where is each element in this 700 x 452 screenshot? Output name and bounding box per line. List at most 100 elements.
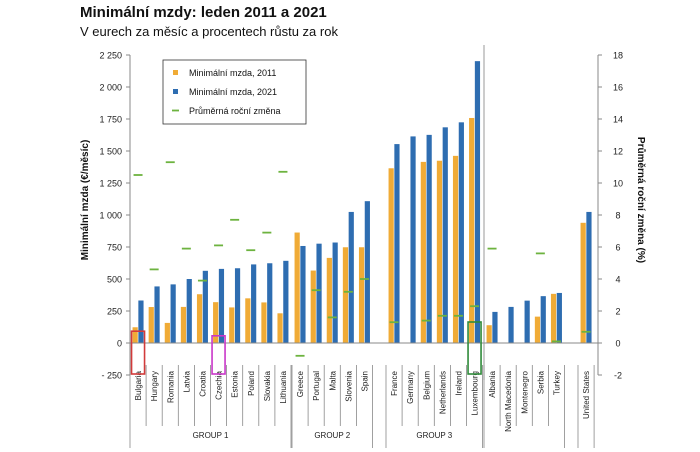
y-right-tick-label: 8 — [615, 211, 620, 221]
bar-2021 — [332, 242, 338, 343]
bar-2011 — [229, 307, 235, 343]
category-label: North Macedonia — [504, 370, 513, 431]
category-label: Malta — [328, 370, 337, 390]
bar-2021 — [492, 311, 498, 343]
bar-2021 — [586, 211, 592, 343]
legend-label: Průměrná roční změna — [189, 106, 281, 116]
chart-subtitle: V eurech za měsíc a procentech růstu za … — [80, 24, 338, 39]
category-label: Hungary — [150, 371, 159, 401]
y-left-tick-label: 2 250 — [99, 51, 122, 61]
category-label: Luxembourg — [471, 371, 480, 415]
category-label: United States — [582, 371, 591, 419]
y-right-tick-label: 12 — [613, 147, 623, 157]
category-label: Lithuania — [279, 370, 288, 403]
highlight-box — [211, 334, 226, 375]
y-right-axis-title: Průměrná roční změna (%) — [635, 137, 647, 263]
y-right-tick-label: -2 — [614, 371, 622, 381]
y-right-tick-label: 14 — [613, 115, 623, 125]
bar-2011 — [550, 293, 557, 343]
y-left-tick-label: 750 — [107, 243, 122, 253]
group-label: GROUP 1 — [193, 431, 229, 440]
bar-2021 — [234, 268, 241, 343]
bar-2021 — [426, 134, 432, 343]
bar-2021 — [458, 122, 464, 343]
category-label: Poland — [247, 371, 256, 396]
y-right-tick-label: 18 — [613, 51, 623, 61]
bar-2011 — [534, 316, 541, 343]
bar-2021 — [283, 260, 289, 343]
category-label: Romania — [166, 370, 175, 403]
bar-2011 — [213, 302, 219, 343]
y-left-tick-label: 2 000 — [99, 83, 122, 93]
bar-2011 — [420, 161, 426, 343]
legend-label: Minimální mzda, 2011 — [189, 68, 276, 78]
chart-title: Minimální mzdy: leden 2011 a 2021 — [80, 4, 327, 21]
bar-2011 — [310, 270, 316, 343]
category-label: Ireland — [454, 371, 463, 395]
group-label: GROUP 2 — [314, 431, 350, 440]
highlight-box — [130, 330, 146, 375]
bar-2021 — [300, 245, 306, 343]
bar-2011 — [294, 232, 300, 343]
y-left-tick-label: 0 — [117, 339, 122, 349]
y-left-tick-label: 500 — [107, 275, 122, 285]
category-label: France — [390, 370, 399, 395]
y-right-tick-label: 6 — [615, 243, 620, 253]
category-label: Greece — [296, 370, 305, 397]
bar-2021 — [348, 211, 354, 343]
bar-2021 — [442, 127, 448, 343]
bar-2021 — [394, 144, 400, 343]
bar-2021 — [474, 61, 481, 343]
bar-2011 — [164, 322, 170, 343]
bar-2021 — [267, 263, 273, 343]
category-label: Latvia — [182, 370, 191, 392]
category-label: Croatia — [198, 370, 207, 396]
group-label: GROUP 3 — [416, 431, 452, 440]
category-label: Germany — [406, 371, 415, 404]
legend-swatch — [173, 89, 178, 94]
bar-2011 — [277, 313, 283, 343]
y-left-tick-label: 1 250 — [99, 179, 122, 189]
y-left-tick-label: 1 500 — [99, 147, 122, 157]
category-label: Turkey — [552, 371, 561, 395]
category-label: Albania — [488, 370, 497, 397]
bar-2011 — [388, 168, 394, 343]
bar-2011 — [132, 327, 138, 343]
bar-2021 — [524, 300, 530, 343]
bar-2011 — [245, 298, 251, 343]
y-left-tick-label: 1 000 — [99, 211, 122, 221]
bar-2011 — [469, 117, 475, 343]
bar-2011 — [358, 247, 365, 343]
legend-label: Minimální mzda, 2021 — [189, 87, 277, 97]
category-label: Montenegro — [520, 370, 529, 413]
bar-2011 — [342, 247, 349, 343]
y-left-tick-label: - 250 — [101, 371, 122, 381]
legend-swatch — [173, 70, 178, 75]
bar-2021 — [251, 264, 257, 343]
legend-box — [162, 59, 307, 125]
category-label: Serbia — [536, 370, 545, 394]
y-right-tick-label: 4 — [615, 275, 620, 285]
bar-2011 — [580, 222, 586, 343]
category-label: Slovakia — [263, 370, 272, 401]
highlight-box — [467, 321, 482, 375]
bar-2021 — [364, 201, 370, 343]
category-label: Netherlands — [438, 371, 447, 414]
bar-2021 — [218, 268, 225, 343]
y-right-tick-label: 10 — [613, 179, 623, 189]
y-right-tick-label: 2 — [615, 307, 620, 317]
bar-2021 — [202, 270, 208, 343]
y-left-tick-label: 250 — [107, 307, 122, 317]
y-left-axis-title: Minimální mzda (€/měsíc) — [80, 140, 91, 261]
category-label: Portugal — [312, 371, 321, 401]
bar-2011 — [486, 325, 492, 343]
y-left-tick-label: 1 750 — [99, 115, 122, 125]
bar-2011 — [196, 294, 203, 343]
bar-2021 — [540, 296, 546, 343]
category-label: Belgium — [422, 371, 431, 400]
bar-2011 — [452, 155, 459, 343]
bar-2011 — [326, 257, 332, 343]
category-label: Slovenia — [344, 370, 353, 401]
